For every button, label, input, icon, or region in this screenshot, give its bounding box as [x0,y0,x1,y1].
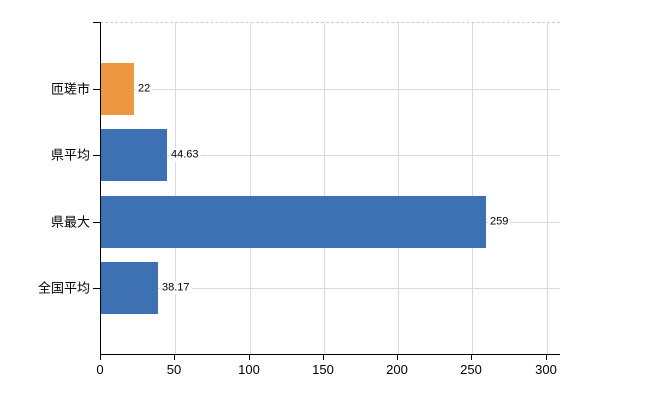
plot-area: 22 44.63 259 38.17 [93,22,560,355]
bar [101,129,167,181]
category-label: 県平均 [50,147,90,163]
x-gridline [547,23,548,354]
x-tick-label: 300 [535,362,557,377]
x-tick-label: 50 [166,362,182,377]
x-axis-tick [174,354,175,360]
x-axis-tick [100,354,101,360]
bar [101,262,158,314]
x-tick-label: 0 [96,362,104,377]
category-label: 全国平均 [37,280,90,296]
x-gridline [324,23,325,354]
y-axis-tick [93,222,101,223]
y-axis-tick [93,89,101,90]
bar [101,196,486,248]
x-gridline [472,23,473,354]
x-gridline [175,23,176,354]
bar-value-label: 259 [488,215,511,229]
x-gridline [398,23,399,354]
x-axis-tick [323,354,324,360]
category-gridline [101,288,560,289]
bar-value-label: 22 [136,82,153,96]
bar-value-label: 38.17 [160,281,192,295]
category-gridline [101,89,560,90]
category-label: 匝瑳市 [50,81,90,97]
x-axis-tick [546,354,547,360]
y-axis-tick [93,288,101,289]
bar-value-label: 44.63 [169,148,201,162]
category-gridline [101,155,560,156]
x-tick-label: 100 [238,362,260,377]
x-tick-label: 200 [386,362,408,377]
y-axis-top-tick [93,22,101,23]
x-axis-tick [249,354,250,360]
x-tick-label: 250 [460,362,482,377]
y-axis-tick [93,155,101,156]
category-label: 県最大 [50,214,90,230]
x-tick-label: 150 [312,362,334,377]
x-gridline [250,23,251,354]
bar [101,63,134,115]
x-axis-tick [471,354,472,360]
x-axis-tick [397,354,398,360]
